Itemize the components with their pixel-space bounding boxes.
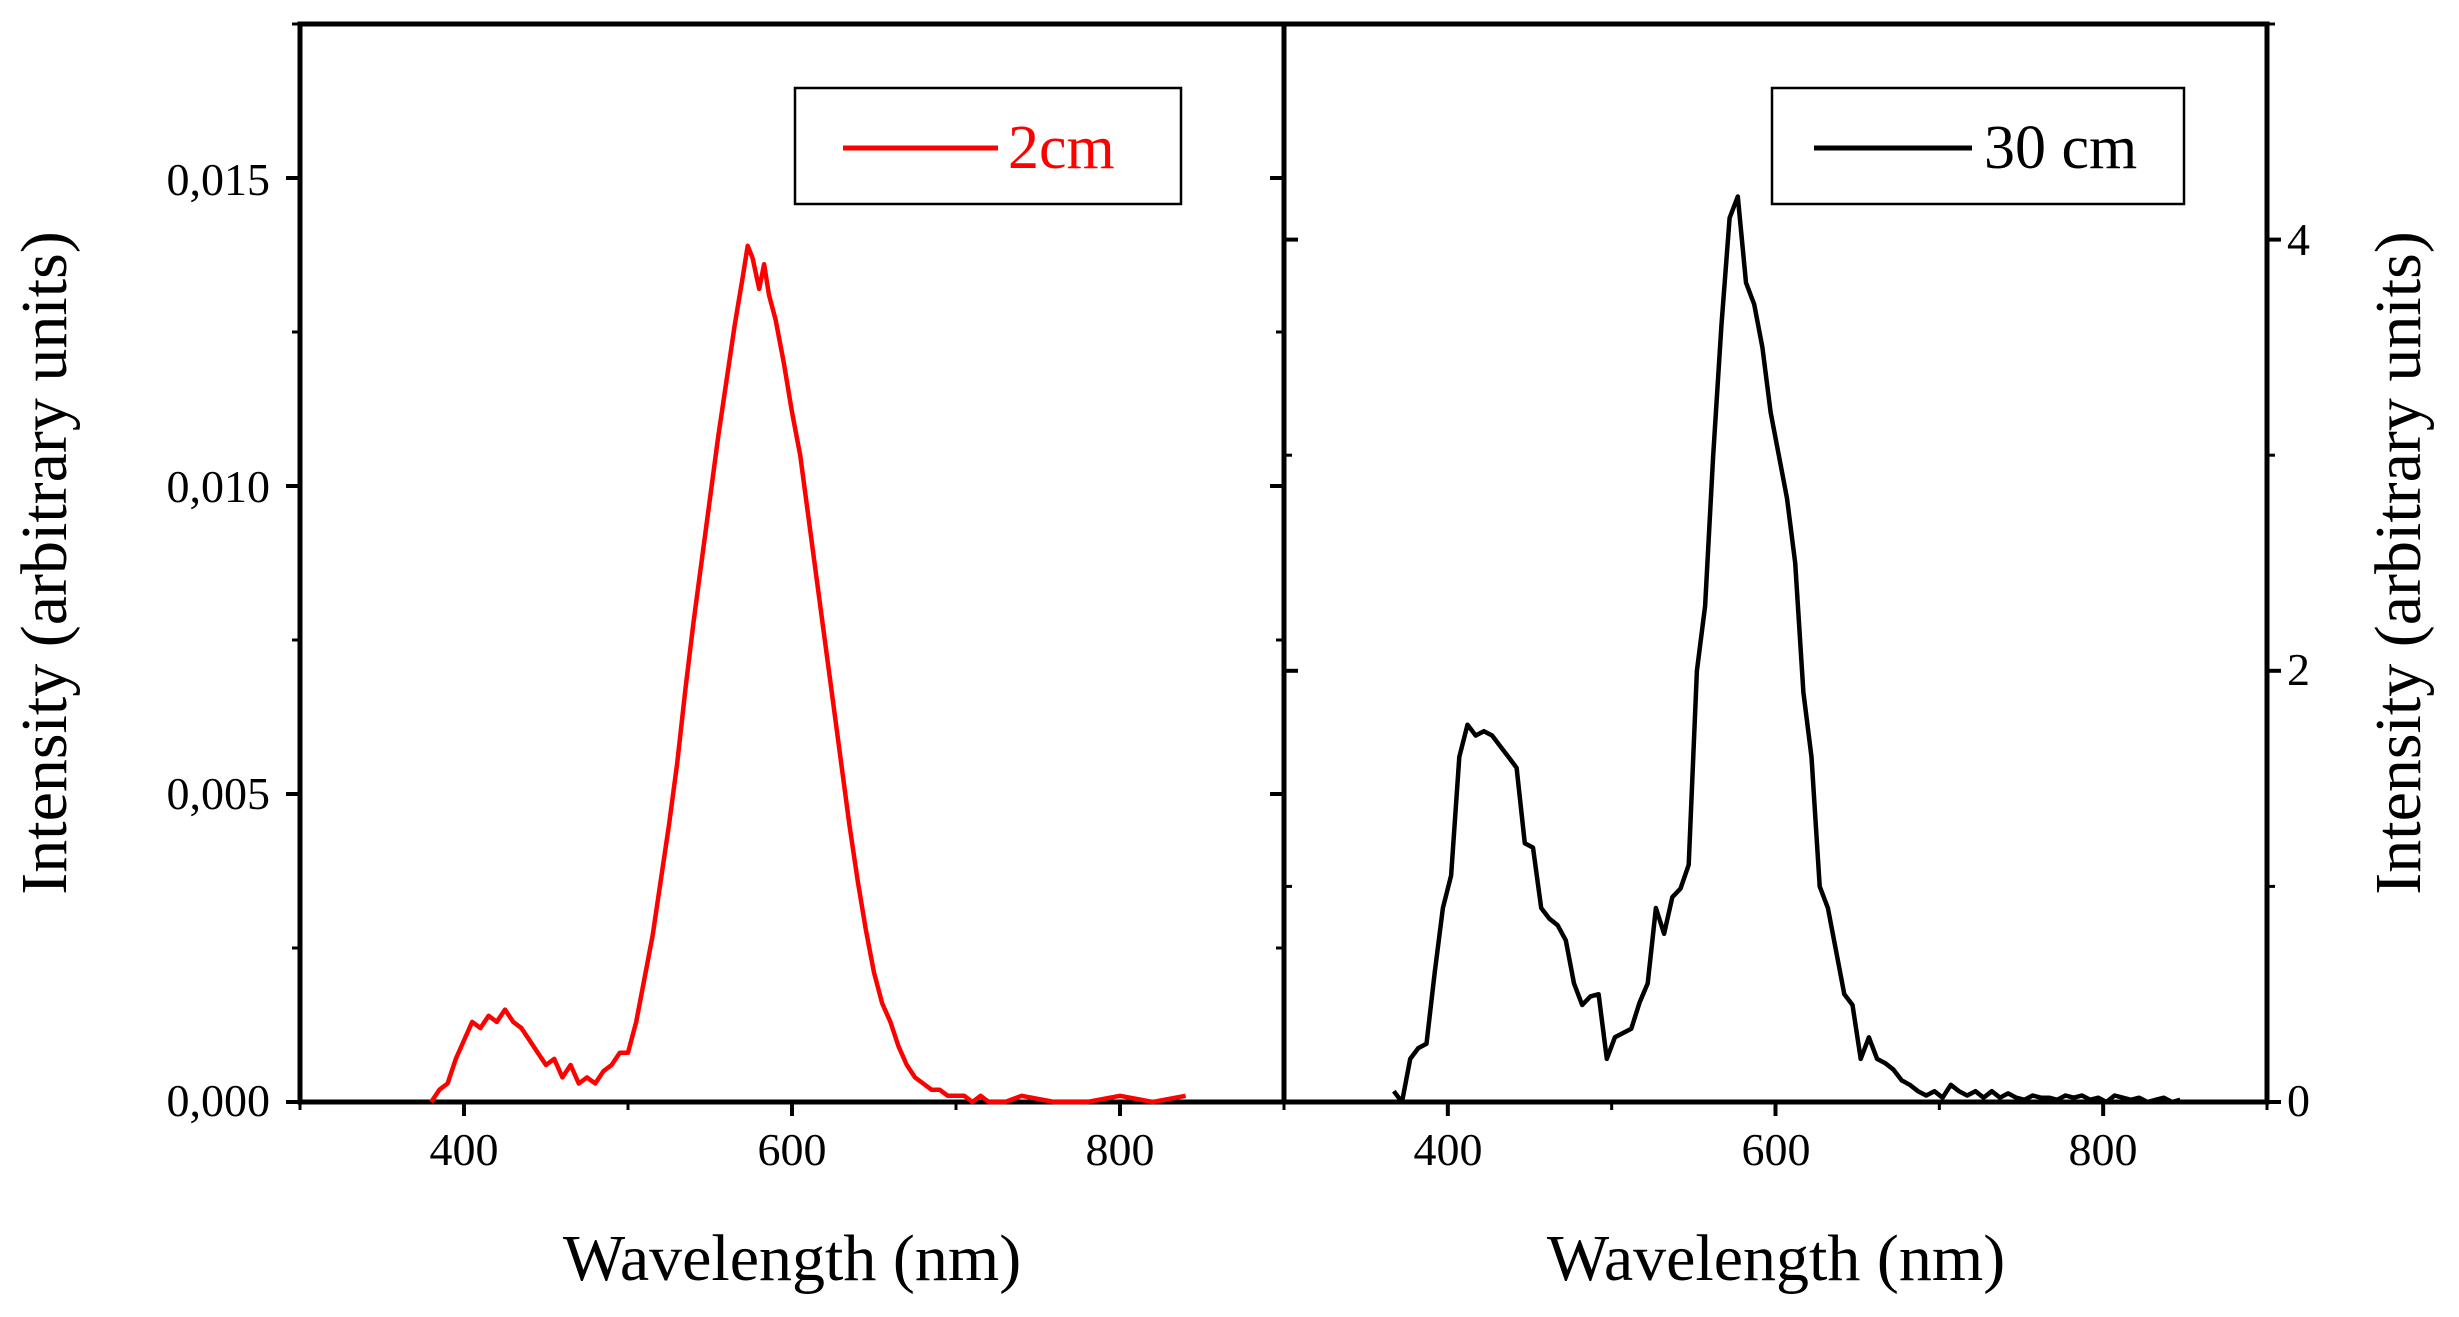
- left-y-tick-3: 0,015: [167, 154, 271, 205]
- right-legend: 30 cm: [1770, 86, 2186, 206]
- right-x-tick-400: 400: [1414, 1124, 1483, 1175]
- left-x-tick-800: 800: [1086, 1124, 1155, 1175]
- left-x-tick-600: 600: [758, 1124, 827, 1175]
- right-chart-marks: [1392, 194, 2181, 1105]
- left-y-tick-0: 0,000: [167, 1075, 271, 1126]
- left-series-line-2cm: [429, 243, 1187, 1105]
- right-y-tick-2: 4: [2287, 214, 2310, 265]
- left-y-tick-1: 0,005: [167, 768, 271, 819]
- right-x-tick-800: 800: [2069, 1124, 2138, 1175]
- right-x-tick-600: 600: [1742, 1124, 1811, 1175]
- left-panel: 400 600 800 0,000 0,005 0,010 0,015 Wave…: [8, 21, 1287, 1295]
- right-y-tick-0: 0: [2287, 1075, 2310, 1126]
- left-legend: 2cm: [793, 86, 1183, 206]
- left-y-tick-2: 0,010: [167, 461, 271, 512]
- left-x-axis-title: Wavelength (nm): [563, 1222, 1021, 1295]
- right-series-line-30 cm: [1392, 194, 2181, 1105]
- right-y-axis-title: Intensity (arbitrary units): [2362, 231, 2435, 894]
- right-x-axis-title: Wavelength (nm): [1547, 1222, 2005, 1295]
- right-y-tick-1: 2: [2287, 644, 2310, 695]
- left-y-axis-title: Intensity (arbitrary units): [8, 231, 81, 894]
- right-panel: 400 600 800 0 2 4 Wavelength (nm) Intens…: [1281, 21, 2435, 1295]
- left-chart-marks: [429, 243, 1187, 1105]
- right-legend-label: 30 cm: [1984, 114, 2137, 182]
- left-x-tick-400: 400: [430, 1124, 499, 1175]
- right-axis-ticks: [1282, 22, 2281, 1116]
- left-legend-label: 2cm: [1008, 114, 1115, 182]
